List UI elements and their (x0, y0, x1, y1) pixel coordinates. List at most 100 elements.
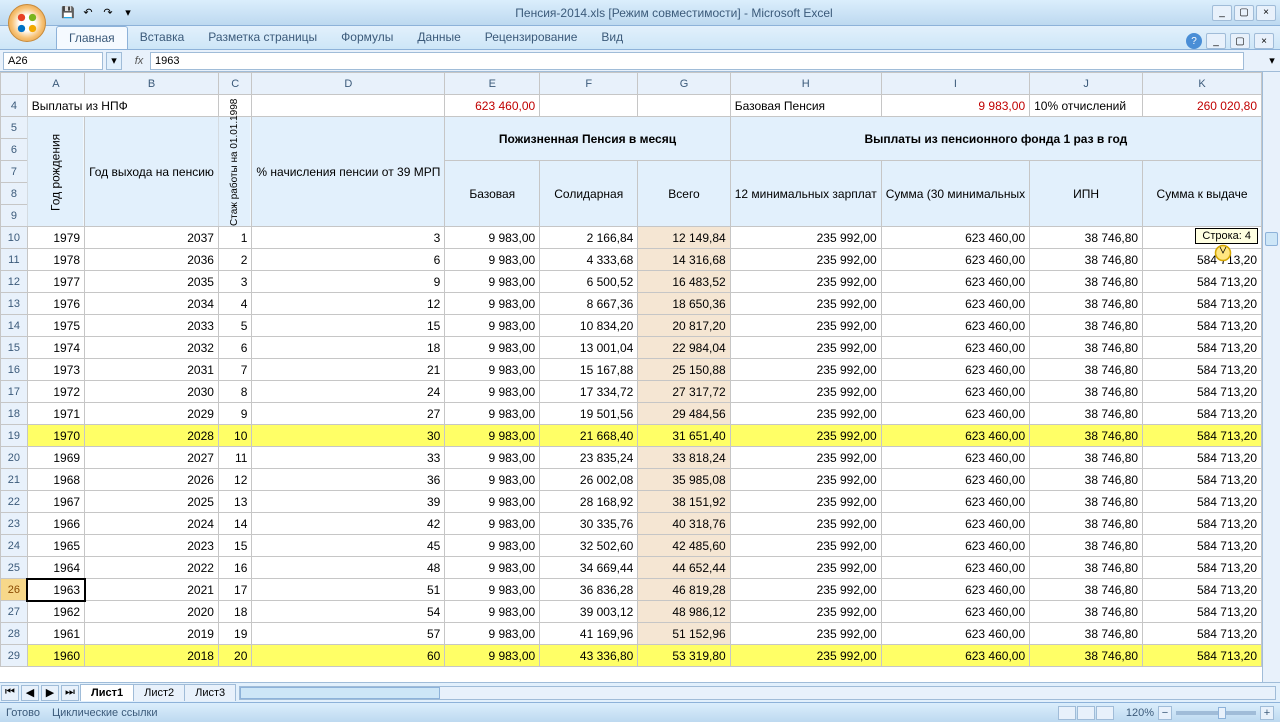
cell[interactable]: 12 149,84 (638, 227, 730, 249)
cell[interactable]: 38 746,80 (1030, 601, 1143, 623)
cell[interactable]: 2033 (85, 315, 219, 337)
cell[interactable]: % начисления пенсии от 39 МРП (252, 117, 445, 227)
formula-bar-expand-icon[interactable]: ▾ (1264, 52, 1280, 70)
cell[interactable]: 2028 (85, 425, 219, 447)
cell[interactable]: 19 (218, 623, 251, 645)
cell[interactable]: 45 (252, 535, 445, 557)
table-row[interactable]: 25 1964 2022 16 48 9 983,00 34 669,44 44… (1, 557, 1262, 579)
row-header[interactable]: 26 (1, 579, 28, 601)
row-header[interactable]: 5 (1, 117, 28, 139)
cell[interactable]: 623 460,00 (881, 447, 1029, 469)
cell[interactable]: 39 (252, 491, 445, 513)
cell[interactable]: 2021 (85, 579, 219, 601)
ribbon-close-button[interactable]: × (1254, 33, 1274, 49)
spreadsheet-grid[interactable]: ABCDEFGHIJK4 Выплаты из НПФ 623 460,00 Б… (0, 72, 1280, 682)
table-row[interactable]: 11 1978 2036 2 6 9 983,00 4 333,68 14 31… (1, 249, 1262, 271)
cell[interactable]: 235 992,00 (730, 557, 881, 579)
cell[interactable]: 235 992,00 (730, 513, 881, 535)
row-header[interactable]: 29 (1, 645, 28, 667)
cell[interactable]: 38 151,92 (638, 491, 730, 513)
cell[interactable]: 35 985,08 (638, 469, 730, 491)
cell[interactable]: 2027 (85, 447, 219, 469)
cell[interactable]: 29 484,56 (638, 403, 730, 425)
cell[interactable]: 48 986,12 (638, 601, 730, 623)
cell[interactable]: 235 992,00 (730, 535, 881, 557)
cell[interactable]: 1966 (27, 513, 84, 535)
cell[interactable]: 235 992,00 (730, 469, 881, 491)
cell[interactable]: 38 746,80 (1030, 513, 1143, 535)
cell[interactable]: 9 983,00 (445, 601, 540, 623)
cell[interactable]: 623 460,00 (881, 249, 1029, 271)
cell[interactable]: 623 460,00 (881, 513, 1029, 535)
cell[interactable]: 4 333,68 (540, 249, 638, 271)
cell[interactable]: 9 (252, 271, 445, 293)
cell[interactable]: 623 460,00 (881, 557, 1029, 579)
cell[interactable]: 38 746,80 (1030, 359, 1143, 381)
cell[interactable]: 10 834,20 (540, 315, 638, 337)
cell[interactable]: 584 713,20 (1143, 645, 1262, 667)
cell[interactable]: 1975 (27, 315, 84, 337)
cell[interactable]: 36 836,28 (540, 579, 638, 601)
cell[interactable]: 1962 (27, 601, 84, 623)
cell[interactable]: 2 166,84 (540, 227, 638, 249)
cell[interactable]: 30 335,76 (540, 513, 638, 535)
ribbon-restore-button[interactable]: ▢ (1230, 33, 1250, 49)
cell[interactable]: 5 (218, 315, 251, 337)
cell[interactable]: 623 460,00 (881, 601, 1029, 623)
cell[interactable]: 235 992,00 (730, 315, 881, 337)
cell[interactable]: 260 020,80 (1143, 95, 1262, 117)
cell[interactable]: 2022 (85, 557, 219, 579)
cell[interactable]: 9 983,00 (445, 623, 540, 645)
cell[interactable]: 623 460,00 (881, 381, 1029, 403)
row-header[interactable]: 7 (1, 161, 28, 183)
cell[interactable]: 584 713,20 (1143, 557, 1262, 579)
table-row[interactable]: 24 1965 2023 15 45 9 983,00 32 502,60 42… (1, 535, 1262, 557)
cell[interactable]: 15 (252, 315, 445, 337)
table-row[interactable]: 18 1971 2029 9 27 9 983,00 19 501,56 29 … (1, 403, 1262, 425)
cell[interactable]: 1964 (27, 557, 84, 579)
cell[interactable]: 623 460,00 (881, 535, 1029, 557)
cell[interactable]: 25 150,88 (638, 359, 730, 381)
cell[interactable]: Пожизненная Пенсия в месяц (445, 117, 730, 161)
cell[interactable]: 623 460,00 (881, 403, 1029, 425)
row-header[interactable]: 9 (1, 205, 28, 227)
cell[interactable]: 15 167,88 (540, 359, 638, 381)
cell[interactable]: 23 835,24 (540, 447, 638, 469)
cell[interactable]: 1965 (27, 535, 84, 557)
cell[interactable]: 235 992,00 (730, 381, 881, 403)
cell[interactable]: 9 983,00 (445, 579, 540, 601)
cell[interactable]: 2025 (85, 491, 219, 513)
cell[interactable]: 9 983,00 (445, 469, 540, 491)
cell[interactable]: 2020 (85, 601, 219, 623)
cell[interactable]: 16 (218, 557, 251, 579)
cell[interactable]: 2029 (85, 403, 219, 425)
cell[interactable]: 2030 (85, 381, 219, 403)
cell[interactable]: 1961 (27, 623, 84, 645)
cell[interactable]: 46 819,28 (638, 579, 730, 601)
cell[interactable]: 27 (252, 403, 445, 425)
cell[interactable]: 38 746,80 (1030, 337, 1143, 359)
table-row[interactable]: 23 1966 2024 14 42 9 983,00 30 335,76 40… (1, 513, 1262, 535)
cell[interactable]: 42 (252, 513, 445, 535)
row-header[interactable]: 16 (1, 359, 28, 381)
cell[interactable]: 623 460,00 (881, 359, 1029, 381)
cell[interactable]: 15 (218, 535, 251, 557)
cell[interactable] (638, 95, 730, 117)
cell[interactable]: 6 (218, 337, 251, 359)
cell[interactable]: 38 746,80 (1030, 491, 1143, 513)
cell[interactable]: 623 460,00 (881, 491, 1029, 513)
cell[interactable]: ИПН (1030, 161, 1143, 227)
cell[interactable]: 57 (252, 623, 445, 645)
cell[interactable]: 584 713,20 (1143, 601, 1262, 623)
row-header[interactable]: 25 (1, 557, 28, 579)
cell[interactable]: 38 746,80 (1030, 623, 1143, 645)
ribbon-tab[interactable]: Рецензирование (473, 26, 590, 49)
row-header[interactable]: 15 (1, 337, 28, 359)
cell[interactable]: 584 713,20 (1143, 579, 1262, 601)
cell[interactable]: Солидарная (540, 161, 638, 227)
cell[interactable]: 623 460,00 (881, 293, 1029, 315)
zoom-in-button[interactable]: + (1260, 706, 1274, 720)
cell[interactable]: 16 483,52 (638, 271, 730, 293)
cell[interactable]: 3 (252, 227, 445, 249)
ribbon-tab[interactable]: Формулы (329, 26, 405, 49)
